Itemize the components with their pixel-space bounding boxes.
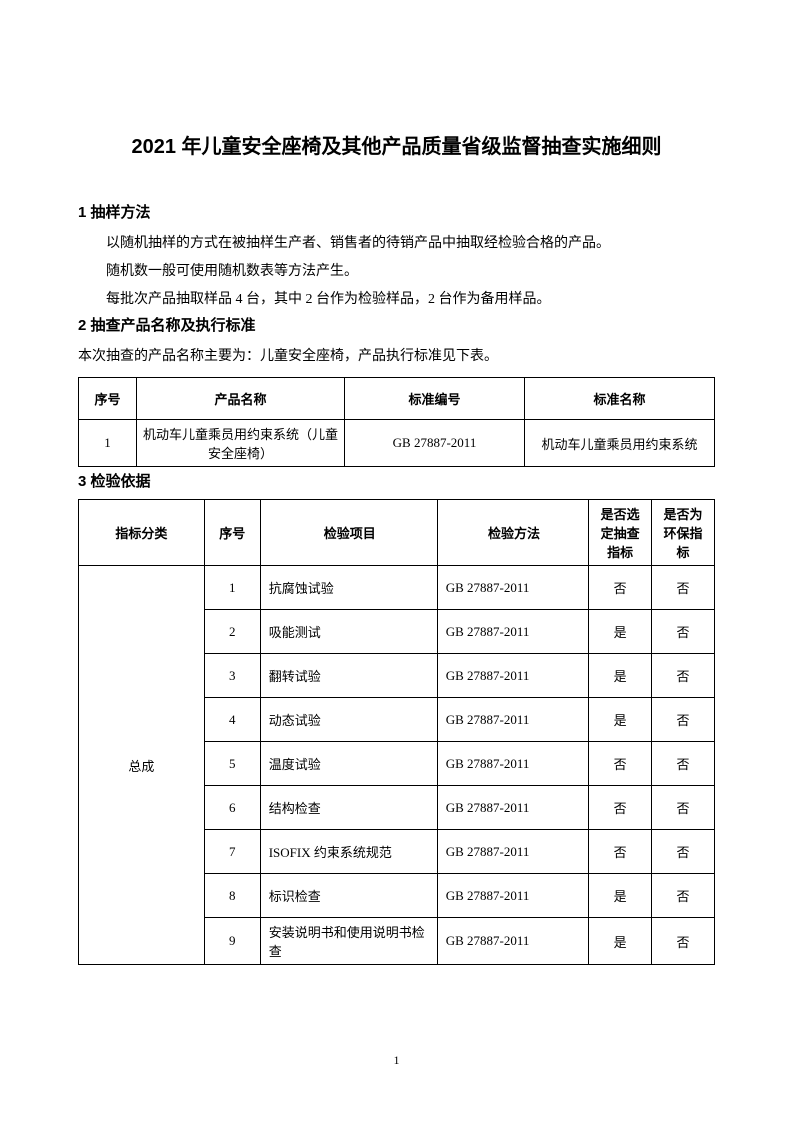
page-number: 1 xyxy=(0,1053,793,1068)
cell-method: GB 27887-2011 xyxy=(437,830,588,874)
cell-selected: 否 xyxy=(589,830,652,874)
cell-env: 否 xyxy=(652,742,715,786)
cell-seq: 1 xyxy=(79,420,137,467)
cell-seq: 1 xyxy=(204,566,260,610)
cell-method: GB 27887-2011 xyxy=(437,698,588,742)
cell-selected: 是 xyxy=(589,654,652,698)
cell-item: 结构检查 xyxy=(260,786,437,830)
inspection-table: 指标分类 序号 检验项目 检验方法 是否选定抽查指标 是否为环保指标 总成 1 … xyxy=(78,499,715,965)
section1-p2: 随机数一般可使用随机数表等方法产生。 xyxy=(78,258,715,286)
cell-method: GB 27887-2011 xyxy=(437,610,588,654)
cell-seq: 9 xyxy=(204,918,260,965)
cell-seq: 3 xyxy=(204,654,260,698)
col-header-seq: 序号 xyxy=(204,500,260,566)
cell-selected: 否 xyxy=(589,566,652,610)
cell-item: 动态试验 xyxy=(260,698,437,742)
col-header-std: 标准名称 xyxy=(525,378,715,420)
cell-env: 否 xyxy=(652,698,715,742)
cell-method: GB 27887-2011 xyxy=(437,918,588,965)
cell-seq: 5 xyxy=(204,742,260,786)
cell-item: 温度试验 xyxy=(260,742,437,786)
standards-table: 序号 产品名称 标准编号 标准名称 1 机动车儿童乘员用约束系统（儿童安全座椅）… xyxy=(78,377,715,467)
col-header-name: 产品名称 xyxy=(137,378,345,420)
cell-method: GB 27887-2011 xyxy=(437,654,588,698)
cell-selected: 是 xyxy=(589,874,652,918)
cell-seq: 8 xyxy=(204,874,260,918)
cell-seq: 6 xyxy=(204,786,260,830)
col-header-code: 标准编号 xyxy=(345,378,525,420)
cell-env: 否 xyxy=(652,654,715,698)
cell-seq: 4 xyxy=(204,698,260,742)
cell-item: 标识检查 xyxy=(260,874,437,918)
section2-header: 2 抽查产品名称及执行标准 xyxy=(78,314,715,335)
cell-name: 机动车儿童乘员用约束系统（儿童安全座椅） xyxy=(137,420,345,467)
cell-selected: 否 xyxy=(589,742,652,786)
cell-env: 否 xyxy=(652,786,715,830)
col-header-item: 检验项目 xyxy=(260,500,437,566)
col-header-seq: 序号 xyxy=(79,378,137,420)
section1-p3: 每批次产品抽取样品 4 台，其中 2 台作为检验样品，2 台作为备用样品。 xyxy=(78,286,715,314)
cell-env: 否 xyxy=(652,610,715,654)
cell-env: 否 xyxy=(652,874,715,918)
page-title: 2021 年儿童安全座椅及其他产品质量省级监督抽查实施细则 xyxy=(78,130,715,159)
cell-method: GB 27887-2011 xyxy=(437,874,588,918)
table-row: 序号 产品名称 标准编号 标准名称 xyxy=(79,378,715,420)
cell-env: 否 xyxy=(652,566,715,610)
cell-item: 翻转试验 xyxy=(260,654,437,698)
col-header-selected: 是否选定抽查指标 xyxy=(589,500,652,566)
cell-env: 否 xyxy=(652,918,715,965)
cell-method: GB 27887-2011 xyxy=(437,742,588,786)
table-row: 总成 1 抗腐蚀试验 GB 27887-2011 否 否 xyxy=(79,566,715,610)
section1-p1: 以随机抽样的方式在被抽样生产者、销售者的待销产品中抽取经检验合格的产品。 xyxy=(78,230,715,258)
section2-intro: 本次抽查的产品名称主要为：儿童安全座椅，产品执行标准见下表。 xyxy=(78,343,715,371)
cell-category: 总成 xyxy=(79,566,205,965)
cell-selected: 否 xyxy=(589,786,652,830)
col-header-method: 检验方法 xyxy=(437,500,588,566)
cell-method: GB 27887-2011 xyxy=(437,566,588,610)
section1-header: 1 抽样方法 xyxy=(78,201,715,222)
col-header-category: 指标分类 xyxy=(79,500,205,566)
cell-item: ISOFIX 约束系统规范 xyxy=(260,830,437,874)
cell-std: 机动车儿童乘员用约束系统 xyxy=(525,420,715,467)
cell-code: GB 27887-2011 xyxy=(345,420,525,467)
cell-item: 抗腐蚀试验 xyxy=(260,566,437,610)
section3-header: 3 检验依据 xyxy=(78,470,715,491)
cell-selected: 是 xyxy=(589,918,652,965)
col-header-env: 是否为环保指标 xyxy=(652,500,715,566)
cell-seq: 2 xyxy=(204,610,260,654)
table-row: 指标分类 序号 检验项目 检验方法 是否选定抽查指标 是否为环保指标 xyxy=(79,500,715,566)
cell-env: 否 xyxy=(652,830,715,874)
table-row: 1 机动车儿童乘员用约束系统（儿童安全座椅） GB 27887-2011 机动车… xyxy=(79,420,715,467)
cell-method: GB 27887-2011 xyxy=(437,786,588,830)
cell-selected: 是 xyxy=(589,698,652,742)
cell-item: 吸能测试 xyxy=(260,610,437,654)
cell-selected: 是 xyxy=(589,610,652,654)
cell-item: 安装说明书和使用说明书检查 xyxy=(260,918,437,965)
cell-seq: 7 xyxy=(204,830,260,874)
